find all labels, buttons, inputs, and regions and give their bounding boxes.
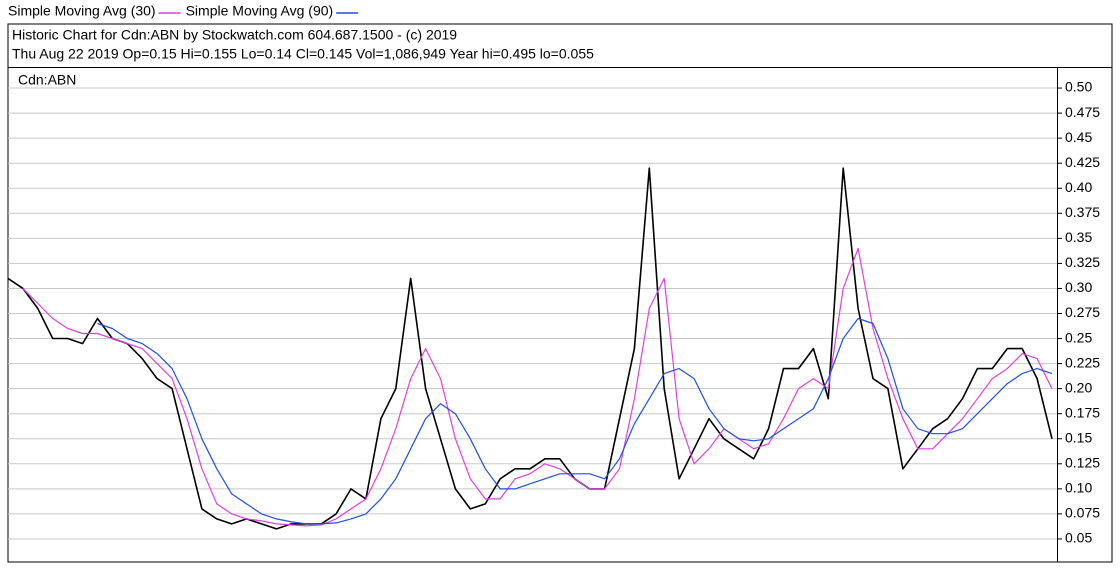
y-tick-label: 0.35 (1065, 229, 1092, 245)
y-tick-label: 0.25 (1065, 329, 1092, 345)
moving-average-line (97, 317, 1053, 525)
price-line (7, 167, 1053, 530)
y-tick-label: 0.175 (1065, 404, 1100, 420)
legend-label: Simple Moving Avg (30) (8, 3, 156, 19)
y-tick-label: 0.05 (1065, 530, 1092, 546)
y-tick-label: 0.425 (1065, 154, 1100, 170)
chart-subtitle: Thu Aug 22 2019 Op=0.15 Hi=0.155 Lo=0.14… (12, 46, 594, 62)
y-tick-label: 0.475 (1065, 104, 1100, 120)
y-tick-label: 0.45 (1065, 129, 1092, 145)
y-tick-label: 0.20 (1065, 379, 1092, 395)
y-tick-label: 0.10 (1065, 480, 1092, 496)
chart-title: Historic Chart for Cdn:ABN by Stockwatch… (12, 27, 457, 43)
y-tick-label: 0.40 (1065, 179, 1092, 195)
y-tick-label: 0.375 (1065, 204, 1100, 220)
y-tick-label: 0.325 (1065, 254, 1100, 270)
series-label: Cdn:ABN (18, 72, 76, 88)
y-tick-label: 0.125 (1065, 455, 1100, 471)
y-tick-label: 0.15 (1065, 429, 1092, 445)
y-tick-label: 0.225 (1065, 354, 1100, 370)
legend-label: Simple Moving Avg (90) (186, 3, 334, 19)
y-tick-label: 0.075 (1065, 505, 1100, 521)
moving-average-line (22, 247, 1053, 527)
frame (7, 23, 1113, 563)
y-tick-label: 0.275 (1065, 304, 1100, 320)
grid (8, 87, 1057, 540)
y-tick-label: 0.30 (1065, 279, 1092, 295)
y-tick-label: 0.50 (1065, 79, 1092, 95)
